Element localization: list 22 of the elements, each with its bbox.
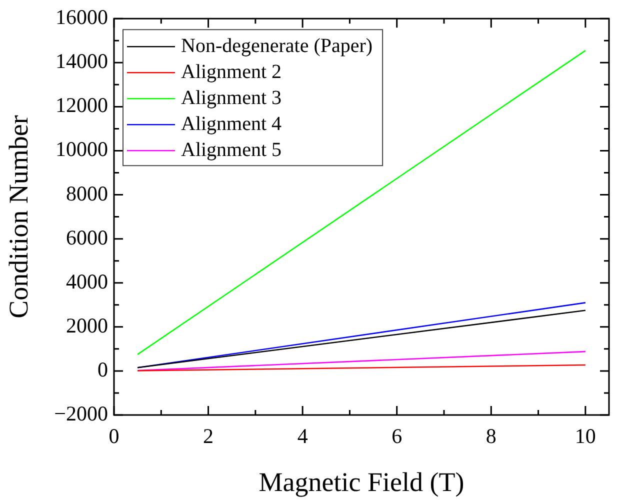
y-tick-label: 14000 xyxy=(56,49,108,74)
x-axis-title: Magnetic Field (T) xyxy=(258,466,464,497)
y-tick-label: 8000 xyxy=(66,181,108,206)
y-axis-title: Condition Number xyxy=(3,115,34,318)
y-tick-label: −2000 xyxy=(54,402,108,426)
y-tick-label: 4000 xyxy=(66,269,108,294)
x-tick-label: 8 xyxy=(486,424,496,448)
x-tick-label: 2 xyxy=(203,424,214,448)
legend-label: Non-degenerate (Paper) xyxy=(181,34,373,57)
legend-label: Alignment 3 xyxy=(181,86,282,109)
y-tick-label: 6000 xyxy=(66,225,108,250)
x-tick-label: 6 xyxy=(392,424,402,448)
y-tick-label: 12000 xyxy=(56,93,108,118)
legend-label: Alignment 5 xyxy=(181,138,282,161)
x-tick-label: 10 xyxy=(574,424,596,448)
y-tick-label: 2000 xyxy=(66,313,108,338)
y-tick-label: 16000 xyxy=(56,5,108,30)
legend-label: Alignment 2 xyxy=(181,60,282,83)
x-tick-label: 4 xyxy=(297,424,308,448)
legend-label: Alignment 4 xyxy=(181,112,282,135)
y-tick-label: 10000 xyxy=(56,137,108,162)
y-tick-label: 0 xyxy=(98,357,108,382)
